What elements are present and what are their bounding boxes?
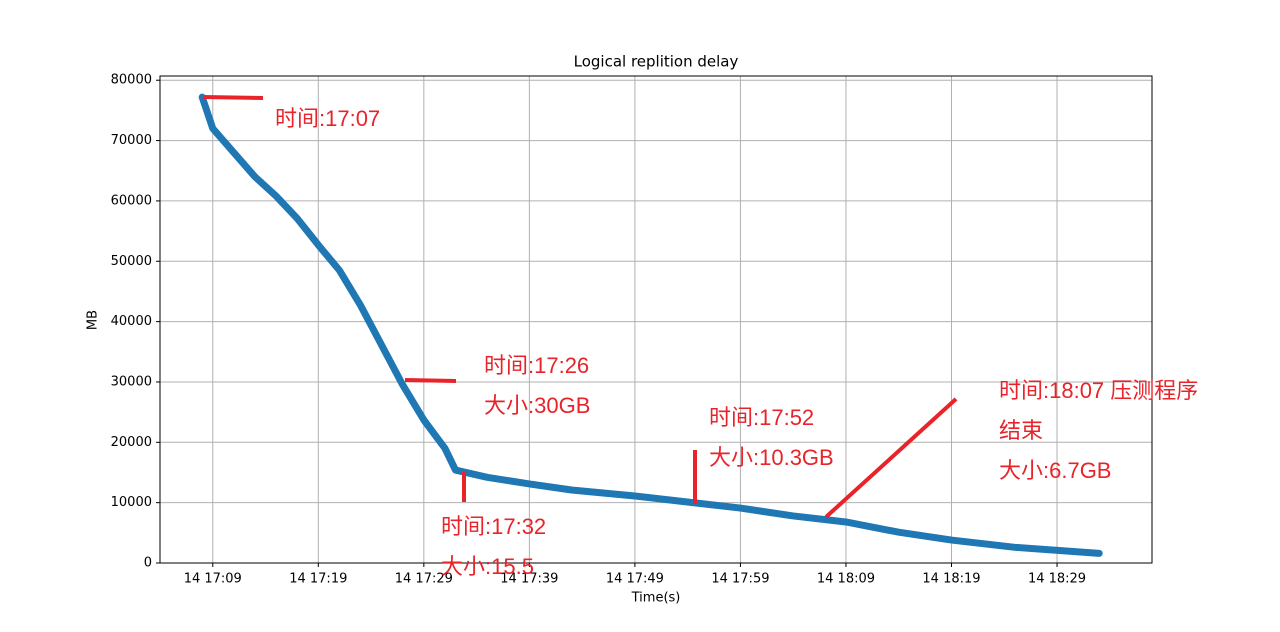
annotation-stroke (824, 397, 958, 519)
annotation-stroke (404, 378, 457, 383)
plot-area: 0 10000 20000 30000 40000 50000 60000 70000 8000… (111, 73, 1153, 587)
annotation: 时间:18:07 压测程序 (999, 378, 1198, 403)
annotation: 大小:15.5 (441, 554, 534, 579)
x-tick-label: 14 17:59 (711, 572, 769, 587)
x-tick-label: 14 17:09 (184, 572, 242, 587)
chart-title: Logical replition delay (574, 53, 739, 71)
y-tick-label: 60000 (111, 193, 152, 208)
x-tick-label: 14 17:49 (606, 572, 664, 587)
y-axis-label: MB (86, 310, 101, 330)
annotation: 大小:30GB (484, 393, 590, 418)
x-tick-label: 14 18:09 (817, 572, 875, 587)
y-tick-label: 50000 (111, 254, 152, 269)
y-tick-label: 30000 (111, 374, 152, 389)
annotation: 大小:10.3GB (709, 445, 834, 470)
annotation: 大小:6.7GB (999, 458, 1111, 483)
data-line (198, 93, 1103, 557)
annotation: 时间:17:26 (484, 353, 589, 378)
x-tick-label: 14 17:29 (395, 572, 453, 587)
annotations: 时间:17:07 时间:17:26 大小:30GB 时间:17:32 大小:15… (275, 106, 1198, 579)
y-tick-label: 80000 (111, 73, 152, 88)
y-tick-label: 10000 (111, 495, 152, 510)
y-tick-label: 70000 (111, 133, 152, 148)
y-tick-label: 40000 (111, 314, 152, 329)
annotation: 结束 (999, 418, 1043, 443)
x-tick-label: 14 18:29 (1028, 572, 1086, 587)
annotation-strokes (203, 95, 958, 519)
x-tick-label: 14 17:19 (289, 572, 347, 587)
annotation: 时间:17:07 (275, 106, 380, 131)
annotation: 时间:17:52 (709, 405, 814, 430)
x-tick-label: 14 17:39 (500, 572, 558, 587)
axes-frame (159, 75, 1153, 564)
y-tick-label: 0 (144, 556, 152, 571)
annotation: 时间:17:32 (441, 514, 546, 539)
y-tick-label: 20000 (111, 435, 152, 450)
x-tick-label: 14 18:19 (922, 572, 980, 587)
x-axis-label: Time(s) (631, 591, 681, 606)
annotation-stroke (203, 95, 264, 100)
